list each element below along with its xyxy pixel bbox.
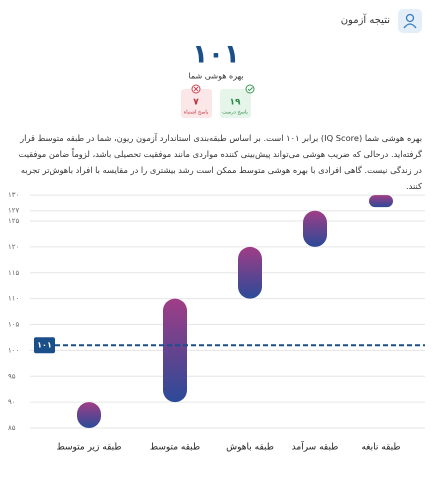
x-tick-label: طبقه متوسط	[150, 443, 200, 453]
header-title: نتیجه آزمون	[341, 13, 390, 26]
score-caption: بهره هوشی شما	[188, 72, 243, 81]
y-tick-label: ۹۵	[8, 372, 16, 380]
correct-icon	[245, 84, 255, 94]
correct-box	[220, 89, 251, 118]
wrong-box	[181, 89, 212, 118]
y-tick-label: ۱۲۵	[8, 217, 20, 225]
y-tick-label: ۹۰	[8, 398, 16, 406]
y-tick-label: ۱۲۷	[8, 207, 20, 215]
correct-caption: پاسخ درست	[222, 110, 248, 116]
x-tick-label: طبقه زیر متوسط	[56, 443, 121, 453]
reference-label: ۱۰۱	[37, 341, 52, 350]
y-tick-label: ۱۰۰	[8, 346, 19, 354]
wrong-icon	[193, 86, 199, 92]
y-tick-label: ۱۲۰	[8, 243, 19, 251]
y-tick-label: ۸۵	[8, 424, 16, 432]
icon-part	[405, 13, 415, 23]
icon-part	[403, 23, 417, 29]
range-bar	[163, 298, 187, 403]
range-bar	[238, 246, 262, 299]
description: بهره هوشی شما (IQ Score) برابر ۱۰۱ است. …	[18, 133, 422, 191]
y-tick-label: ۱۳۰	[8, 191, 19, 199]
wrong-caption: پاسخ اشتباه	[184, 110, 209, 116]
score: ۱۰۱	[192, 40, 240, 70]
correct-count: ۱۹	[230, 98, 241, 108]
range-bar	[303, 210, 327, 247]
range-bar	[77, 402, 101, 428]
x-tick-label: طبقه نابغه	[361, 443, 400, 453]
y-tick-label: ۱۰۵	[8, 321, 20, 329]
correct-icon	[247, 87, 253, 92]
range-bar	[369, 195, 393, 208]
y-tick-label: ۱۱۰	[8, 295, 19, 303]
x-tick-label: طبقه باهوش	[226, 443, 274, 453]
y-tick-label: ۱۱۵	[8, 269, 20, 277]
x-tick-label: طبقه سرآمد	[292, 441, 339, 453]
wrong-count: ۷	[193, 98, 199, 108]
reference-badge	[34, 337, 55, 354]
